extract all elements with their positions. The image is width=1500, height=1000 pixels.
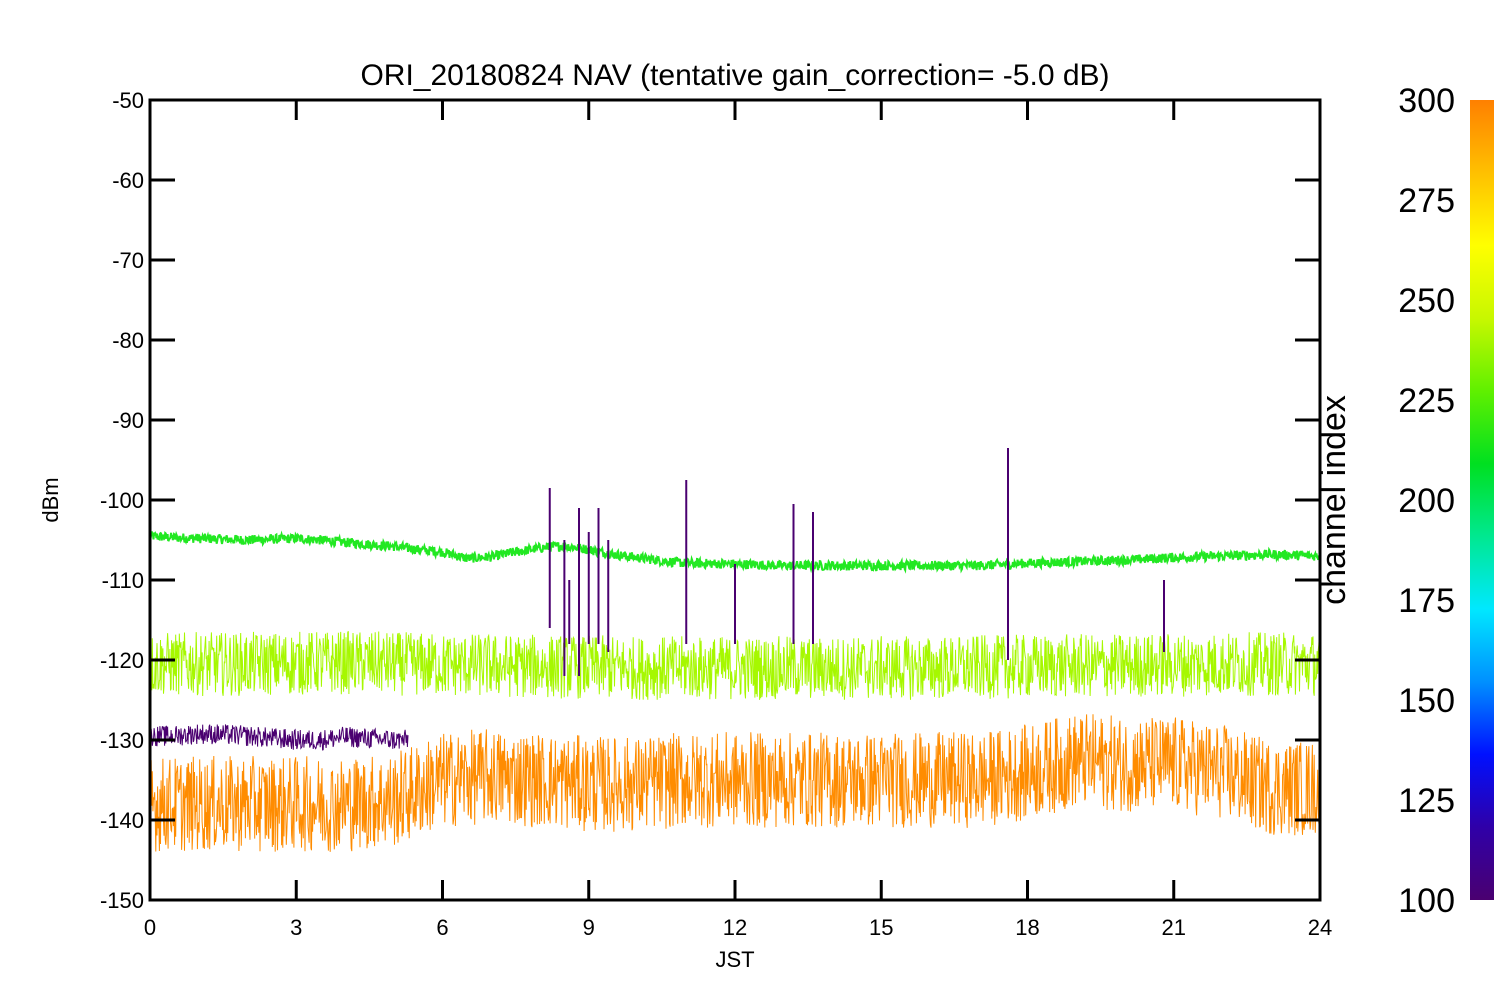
y-tick-label: -50	[112, 88, 144, 113]
colorbar-tick-label: 175	[1398, 582, 1455, 620]
colorbar-label: channel index	[1315, 395, 1353, 605]
x-tick-label: 18	[1015, 915, 1039, 940]
colorbar-tick-label: 200	[1398, 482, 1455, 520]
y-tick-label: -150	[100, 888, 144, 913]
colorbar-tick-label: 250	[1398, 282, 1455, 320]
series-line-1	[150, 631, 1320, 700]
y-tick-label: -70	[112, 248, 144, 273]
x-tick-label: 24	[1308, 915, 1332, 940]
colorbar-tick-label: 150	[1398, 682, 1455, 720]
x-axis-label: JST	[715, 947, 754, 972]
x-tick-label: 6	[436, 915, 448, 940]
colorbar	[1470, 100, 1494, 900]
y-tick-label: -120	[100, 648, 144, 673]
series-3	[150, 724, 409, 751]
x-tick-label: 21	[1162, 915, 1186, 940]
y-tick-label: -130	[100, 728, 144, 753]
chart-title: ORI_20180824 NAV (tentative gain_correct…	[360, 59, 1109, 92]
series-line-2	[150, 714, 1320, 852]
series-2	[150, 714, 1320, 852]
y-tick-label: -100	[100, 488, 144, 513]
x-tick-label: 15	[869, 915, 893, 940]
colorbar-tick-label: 100	[1398, 882, 1455, 920]
plot-area	[150, 448, 1320, 852]
series-1	[150, 631, 1320, 700]
colorbar-ticks: 300 275 250 225 200 175 150 125 100	[1398, 82, 1455, 920]
colorbar-tick-label: 300	[1398, 82, 1455, 120]
y-tick-label: -80	[112, 328, 144, 353]
colorbar-tick-label: 225	[1398, 382, 1455, 420]
y-tick-label: -110	[102, 568, 144, 593]
x-tick-label: 0	[144, 915, 156, 940]
colorbar-tick-label: 275	[1398, 182, 1455, 220]
axes: 0 3 6 9 12 15 18 21 24 -50 -60 -70 -80 -90 -100 -110 -12…	[100, 88, 1332, 940]
x-tick-label: 3	[290, 915, 302, 940]
y-tick-label: -90	[112, 408, 144, 433]
y-tick-label: -60	[112, 168, 144, 193]
y-tick-label: -140	[100, 808, 144, 833]
series-line-3	[150, 724, 409, 751]
x-tick-label: 12	[723, 915, 747, 940]
x-tick-label: 9	[583, 915, 595, 940]
y-axis-label: dBm	[38, 477, 63, 522]
colorbar-tick-label: 125	[1398, 782, 1455, 820]
